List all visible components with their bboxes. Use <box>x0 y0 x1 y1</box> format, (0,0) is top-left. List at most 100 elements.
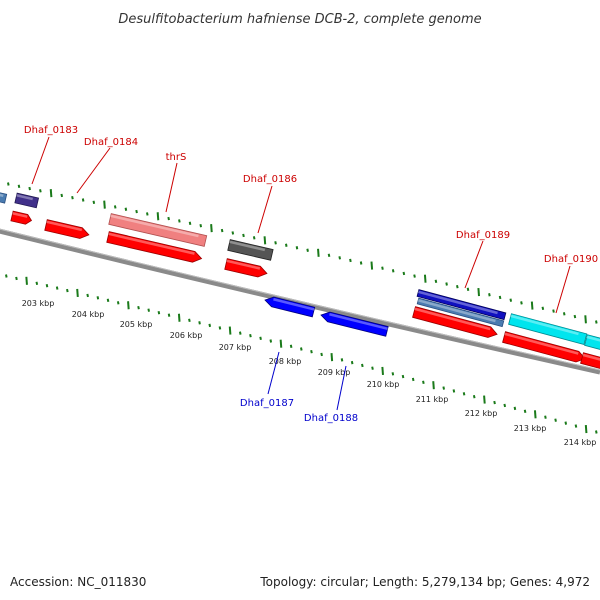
reverse-tick <box>564 421 568 425</box>
reverse-tick <box>127 301 130 310</box>
gene-dhaf-0189-navy <box>416 289 507 321</box>
accession-text: Accession: NC_011830 <box>10 575 146 589</box>
forward-tick <box>402 271 406 276</box>
gene-dhaf-0186-gray <box>227 239 274 261</box>
gene-dhaf-0190 <box>502 331 586 363</box>
forward-tick <box>552 309 555 313</box>
forward-tick <box>146 212 149 216</box>
leader-line <box>76 147 111 194</box>
reverse-tick <box>503 403 507 408</box>
forward-tick <box>210 224 213 233</box>
reverse-tick <box>25 276 28 285</box>
forward-tick <box>7 182 10 186</box>
forward-tick <box>509 298 513 302</box>
reverse-tick <box>35 281 39 285</box>
forward-tick <box>188 221 192 226</box>
scale-label: 208 kbp <box>269 357 302 366</box>
reverse-tick <box>15 276 18 281</box>
forward-tick <box>284 243 288 247</box>
reverse-tick <box>147 308 150 312</box>
forward-tick <box>167 216 170 221</box>
reverse-tick <box>493 400 496 405</box>
leader-line <box>464 240 484 289</box>
reverse-tick <box>269 339 273 343</box>
forward-tick <box>423 274 427 283</box>
reverse-tick <box>137 306 140 310</box>
forward-tick <box>17 184 21 188</box>
forward-tick <box>39 189 42 193</box>
reverse-tick <box>381 366 384 376</box>
label-leaders <box>31 136 571 411</box>
gene-label: thrS <box>166 152 187 163</box>
forward-tick <box>327 253 331 258</box>
reverse-tick <box>401 374 405 379</box>
map-title: Desulfitobacterium hafniense DCB-2, comp… <box>118 12 481 27</box>
reverse-tick <box>310 350 313 354</box>
gene-label: Dhaf_0184 <box>84 137 138 148</box>
reverse-tick <box>96 296 100 300</box>
reverse-tick <box>340 358 344 362</box>
leader-line <box>165 162 178 213</box>
forward-tick <box>562 312 566 316</box>
forward-tick <box>541 306 545 311</box>
reverse-tick <box>371 366 374 370</box>
forward-tick <box>242 233 245 238</box>
gene-dhaf-0186 <box>224 258 268 278</box>
forward-tick <box>477 287 480 297</box>
forward-tick <box>113 205 117 209</box>
reverse-tick <box>472 395 476 399</box>
forward-tick <box>349 258 352 263</box>
gene-dhaf-0190-cyan <box>508 313 588 345</box>
scale-label: 212 kbp <box>465 409 498 418</box>
reverse-tick <box>523 409 527 414</box>
forward-tick <box>359 261 363 265</box>
reverse-tick <box>116 301 120 305</box>
forward-tick <box>263 236 267 245</box>
scale-label: 210 kbp <box>367 380 400 389</box>
forward-tick <box>199 224 203 228</box>
reverse-tick <box>533 410 537 419</box>
reverse-tick <box>432 381 435 390</box>
gene-dhaf-0187 <box>264 296 316 318</box>
scale-label: 209 kbp <box>318 368 351 377</box>
gene-cyan-edge <box>584 334 600 351</box>
reverse-tick <box>55 286 59 290</box>
forward-tick <box>156 212 160 221</box>
forward-tick <box>584 315 587 324</box>
forward-tick <box>178 219 181 223</box>
forward-tick <box>413 274 416 278</box>
reverse-tick <box>177 313 181 322</box>
reverse-tick <box>167 313 171 317</box>
forward-tick <box>135 209 138 214</box>
forward-tick-ring <box>7 182 598 324</box>
reverse-tick <box>5 274 8 278</box>
gene-label: Dhaf_0186 <box>243 174 297 185</box>
scale-label: 214 kbp <box>564 438 597 447</box>
reverse-tick <box>198 321 201 325</box>
gene-dhaf-0189 <box>412 306 498 338</box>
reverse-tick <box>228 326 232 335</box>
topology-text: Topology: circular; Length: 5,279,134 bp… <box>259 575 590 589</box>
forward-tick <box>103 200 106 209</box>
forward-tick <box>498 295 502 300</box>
scale-label: 203 kbp <box>22 299 55 308</box>
gene-features <box>0 191 600 371</box>
reverse-tick <box>350 360 354 365</box>
forward-tick <box>466 287 470 292</box>
gene-dhaf-0188 <box>320 311 389 337</box>
reverse-tick <box>66 288 69 293</box>
scale-label: 211 kbp <box>416 395 449 404</box>
forward-tick <box>295 246 299 250</box>
reverse-tick <box>259 336 262 341</box>
forward-tick <box>92 200 96 205</box>
leader-line <box>336 365 347 411</box>
reverse-tick <box>574 424 578 428</box>
reverse-tick <box>442 386 445 390</box>
gene-thrS <box>106 231 203 263</box>
gene-label: Dhaf_0189 <box>456 230 510 241</box>
scale-label: 205 kbp <box>120 320 153 329</box>
reverse-tick <box>584 424 588 434</box>
gene-thrS-pink <box>108 213 208 247</box>
forward-tick <box>252 236 256 240</box>
gene-purple <box>14 192 40 209</box>
